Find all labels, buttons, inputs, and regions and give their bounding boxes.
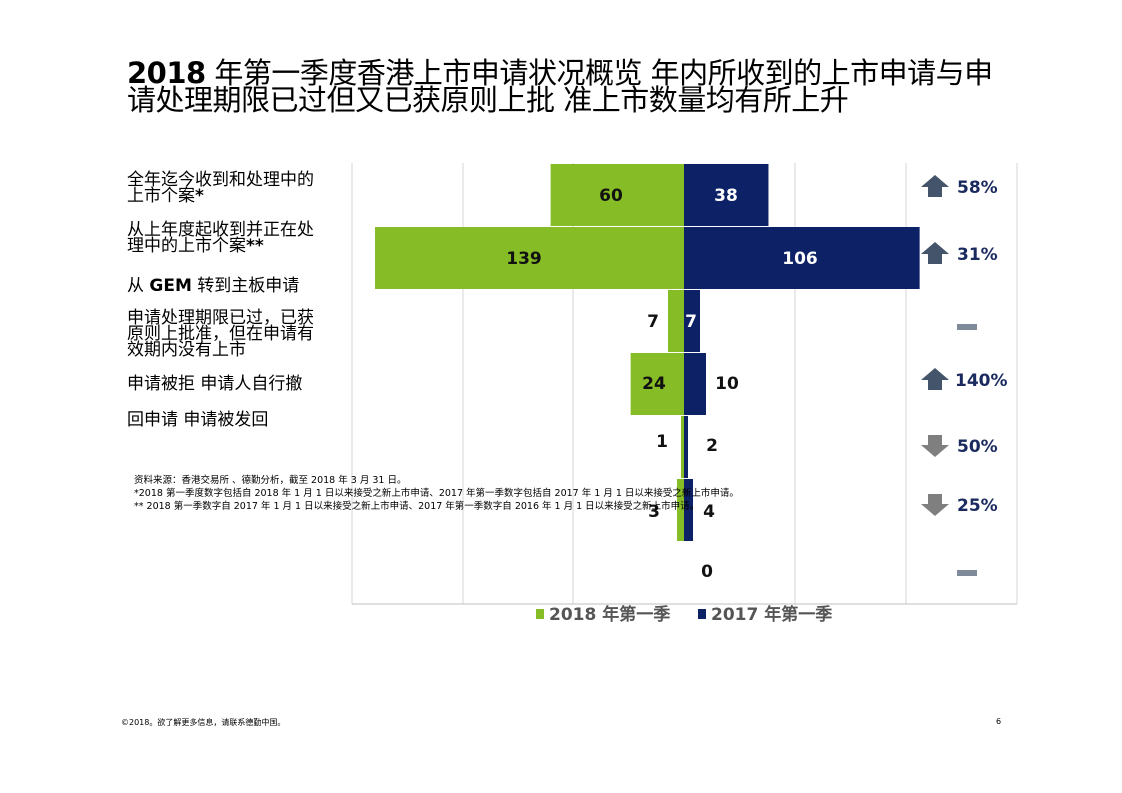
bar-2018 <box>677 479 684 541</box>
sources-line: *2018 第一季度数字包括自 2018 年 1 月 1 日以来接受之新上市申请… <box>134 488 739 499</box>
bar-label-2018: 60 <box>599 186 623 206</box>
category-label-line: 从上年度起收到并正在处 <box>127 220 314 240</box>
bar-label-2018: 139 <box>506 249 542 269</box>
bar-2017 <box>684 353 706 415</box>
change-percent: 58% <box>957 178 998 198</box>
bar-label-2018: 24 <box>642 374 666 394</box>
change-percent: 140% <box>955 371 1008 391</box>
category-label-carried-over: 从上年度起收到并正在处 理中的上市个案** <box>127 220 342 256</box>
sources-line: 资料来源：香港交易所 、德勤分析，截至 2018 年 3 月 31 日。 <box>134 475 407 486</box>
arrow-down-icon <box>921 435 949 457</box>
bar-2018 <box>375 227 684 289</box>
bar-label-2017: 2 <box>706 436 718 456</box>
bar-label-2017: 0 <box>701 562 713 582</box>
category-label-line: 理中的上市个案** <box>127 236 264 256</box>
category-label-gem-transfer: 从 GEM 转到主板申请 <box>127 276 300 296</box>
bar-label-2017: 10 <box>715 374 739 394</box>
category-label-lapsed-approved: 申请处理期限已过，已获 原则上批准，但在申请有 效期内没有上市 <box>127 308 342 360</box>
title-text: 年第一季度香港上市申请状况概览 年内所收到的上市申请与申请处理期限已过但又已获原… <box>127 56 993 117</box>
bar-label-2017: 4 <box>703 502 715 522</box>
category-label-line: 申请处理期限已过，已获 <box>127 308 314 328</box>
category-label-line: 原则上批准，但在申请有 <box>127 324 314 344</box>
bar-2017 <box>684 479 693 541</box>
bar-2017 <box>684 416 688 478</box>
bar-label-2018: 3 <box>648 502 660 522</box>
arrow-up-icon <box>921 368 949 390</box>
legend-swatch-2017 <box>698 609 706 619</box>
legend-label-2018: 2018 年第一季 <box>549 604 670 625</box>
bar-2017 <box>684 164 769 226</box>
bar-2018 <box>668 290 684 352</box>
category-label-line: 效期内没有上市 <box>127 340 246 360</box>
sources-note: 资料来源：香港交易所 、德勤分析，截至 2018 年 3 月 31 日。 *20… <box>134 474 739 513</box>
bar-label-2017: 106 <box>782 249 818 269</box>
category-label-rejected-withdrawn: 申请被拒 申请人自行撤 <box>127 374 303 394</box>
footer-copyright: ©2018。欲了解更多信息，请联系德勤中国。 <box>121 718 286 727</box>
category-label-total-received: 全年迄今收到和处理中的 上市个案* <box>127 170 342 206</box>
legend-label-2017: 2017 年第一季 <box>711 604 832 625</box>
bar-label-2017: 38 <box>714 186 738 206</box>
dash-icon <box>957 570 977 576</box>
arrow-down-icon <box>921 494 949 516</box>
category-label-returned: 回申请 申请被发回 <box>127 410 269 430</box>
change-percent: 50% <box>957 437 998 457</box>
bar-2017 <box>684 227 920 289</box>
bar-label-2017: 7 <box>685 312 697 332</box>
bar-2018 <box>550 164 684 226</box>
dash-icon <box>957 324 977 330</box>
legend-swatch-2018 <box>536 609 544 619</box>
change-percent: 25% <box>957 496 998 516</box>
arrow-up-icon <box>921 242 949 264</box>
bar-label-2018: 1 <box>656 432 668 452</box>
sources-line: ** 2018 第一季数字自 2017 年 1 月 1 日以来接受之新上市申请、… <box>134 501 700 512</box>
bar-2018 <box>681 416 684 478</box>
change-percent: 31% <box>957 245 998 265</box>
page-title: 2018 年第一季度香港上市申请状况概览 年内所收到的上市申请与申请处理期限已过… <box>127 59 1007 115</box>
arrow-up-icon <box>921 175 949 197</box>
bar-2017 <box>684 290 700 352</box>
page-number: 6 <box>996 717 1002 726</box>
category-label-line: 上市个案* <box>127 186 204 206</box>
title-year: 2018 <box>127 56 206 90</box>
bar-2018 <box>630 353 684 415</box>
category-label-line: 全年迄今收到和处理中的 <box>127 170 314 190</box>
bar-label-2018: 7 <box>647 312 659 332</box>
